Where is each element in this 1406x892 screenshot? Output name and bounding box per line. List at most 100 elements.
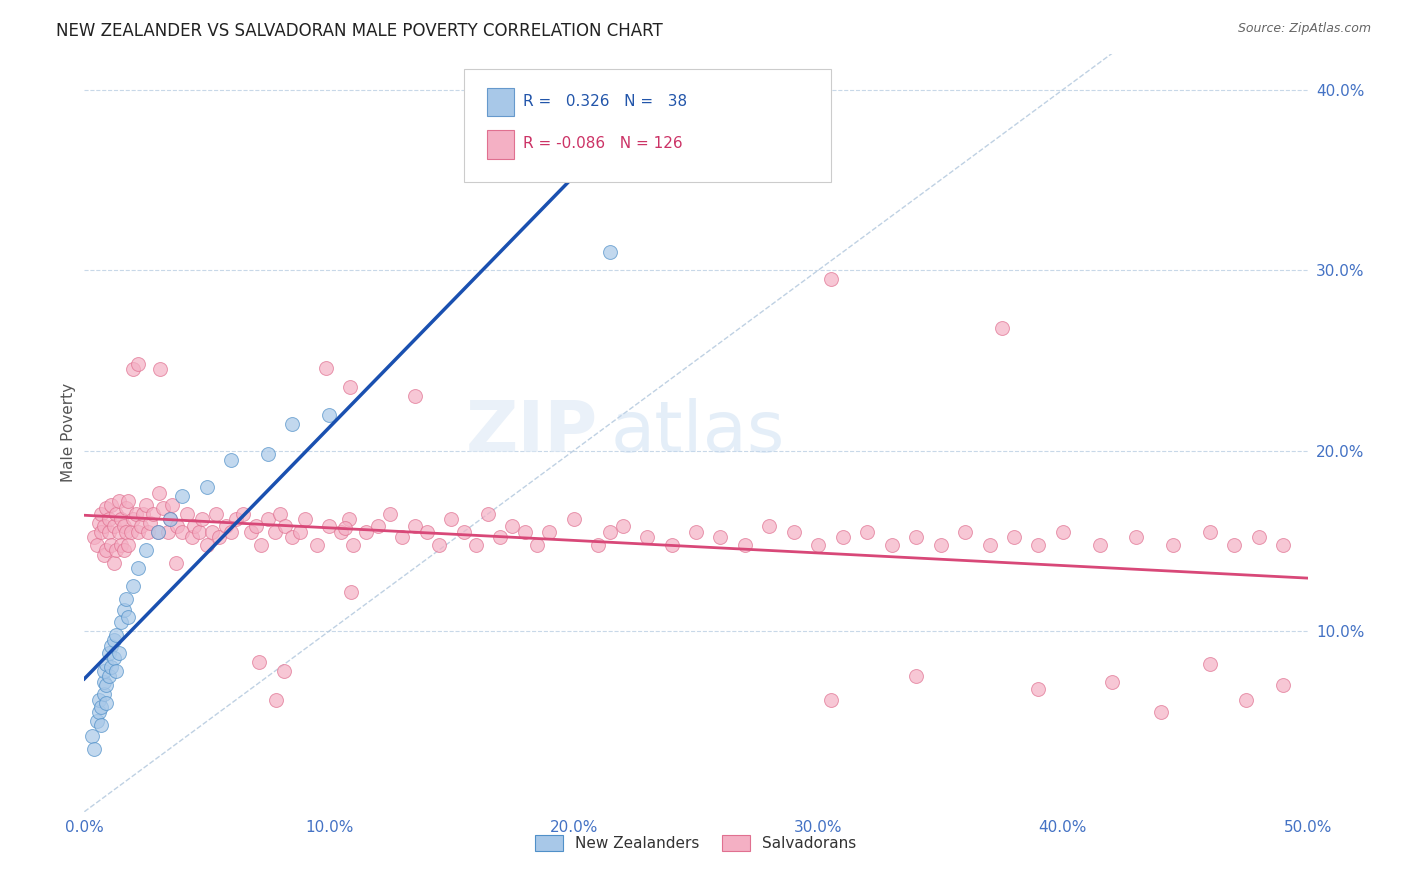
Point: [953, 524, 976, 539]
Point: [115, 591, 138, 606]
Text: R =   0.326   N =   38: R = 0.326 N = 38: [523, 94, 688, 109]
Point: [1052, 524, 1074, 539]
Point: [249, 537, 271, 551]
Point: [87, 706, 110, 720]
Point: [636, 530, 658, 544]
Point: [110, 537, 132, 551]
Point: [783, 524, 806, 539]
Point: [269, 507, 291, 521]
Point: [87, 693, 110, 707]
Point: [219, 524, 242, 539]
Point: [1236, 693, 1258, 707]
Point: [122, 579, 145, 593]
Point: [219, 452, 242, 467]
Point: [562, 512, 585, 526]
Point: [734, 537, 756, 551]
Point: [305, 537, 328, 551]
Point: [117, 537, 139, 551]
Point: [93, 519, 115, 533]
Point: [183, 519, 205, 533]
Point: [404, 519, 426, 533]
Point: [188, 524, 211, 539]
Point: [281, 530, 304, 544]
Point: [97, 512, 120, 526]
Point: [90, 507, 112, 521]
Point: [135, 498, 157, 512]
Point: [247, 656, 270, 670]
Point: [1223, 537, 1246, 551]
Point: [225, 512, 247, 526]
Point: [96, 697, 118, 711]
Point: [599, 245, 621, 260]
Point: [856, 524, 879, 539]
Point: [107, 524, 129, 539]
Point: [281, 417, 304, 431]
Point: [90, 718, 112, 732]
Point: [831, 530, 853, 544]
Point: [929, 537, 952, 551]
FancyBboxPatch shape: [486, 87, 513, 117]
Point: [136, 524, 159, 539]
Point: [115, 524, 138, 539]
Point: [93, 674, 115, 689]
Point: [232, 507, 254, 521]
Point: [83, 741, 105, 756]
Point: [166, 519, 188, 533]
Point: [337, 512, 360, 526]
Point: [96, 657, 118, 671]
Point: [96, 543, 118, 558]
Point: [93, 687, 115, 701]
Point: [239, 524, 262, 539]
Point: [200, 524, 222, 539]
Text: atlas: atlas: [610, 398, 785, 467]
Point: [103, 651, 125, 665]
Point: [288, 524, 311, 539]
Point: [129, 519, 152, 533]
Point: [122, 512, 145, 526]
Point: [117, 494, 139, 508]
Point: [342, 537, 364, 551]
Point: [93, 549, 115, 563]
Point: [464, 537, 486, 551]
Point: [195, 480, 218, 494]
Point: [380, 507, 402, 521]
Point: [367, 519, 389, 533]
Point: [661, 537, 683, 551]
Point: [127, 524, 149, 539]
Point: [266, 693, 288, 707]
Point: [427, 537, 450, 551]
Point: [1125, 530, 1147, 544]
Point: [135, 543, 157, 558]
Point: [100, 639, 122, 653]
Point: [1002, 530, 1025, 544]
Point: [148, 486, 170, 500]
Point: [404, 389, 426, 403]
Text: NEW ZEALANDER VS SALVADORAN MALE POVERTY CORRELATION CHART: NEW ZEALANDER VS SALVADORAN MALE POVERTY…: [56, 22, 664, 40]
Point: [96, 501, 118, 516]
Point: [83, 530, 105, 544]
Point: [1150, 706, 1173, 720]
Point: [165, 557, 187, 571]
Point: [273, 664, 295, 678]
Point: [146, 524, 169, 539]
Point: [103, 556, 125, 570]
Point: [90, 524, 112, 539]
Point: [105, 543, 128, 558]
Point: [205, 507, 228, 521]
Point: [215, 519, 238, 533]
Legend: New Zealanders, Salvadorans: New Zealanders, Salvadorans: [530, 829, 862, 857]
Point: [115, 501, 138, 516]
Point: [340, 585, 363, 599]
Point: [905, 530, 928, 544]
Point: [315, 361, 337, 376]
Point: [502, 519, 524, 533]
Point: [612, 519, 634, 533]
Point: [103, 633, 125, 648]
Point: [477, 507, 499, 521]
Point: [318, 408, 340, 422]
Point: [162, 498, 184, 512]
Point: [820, 272, 842, 286]
Point: [294, 512, 316, 526]
Point: [139, 516, 162, 530]
Point: [105, 507, 128, 521]
